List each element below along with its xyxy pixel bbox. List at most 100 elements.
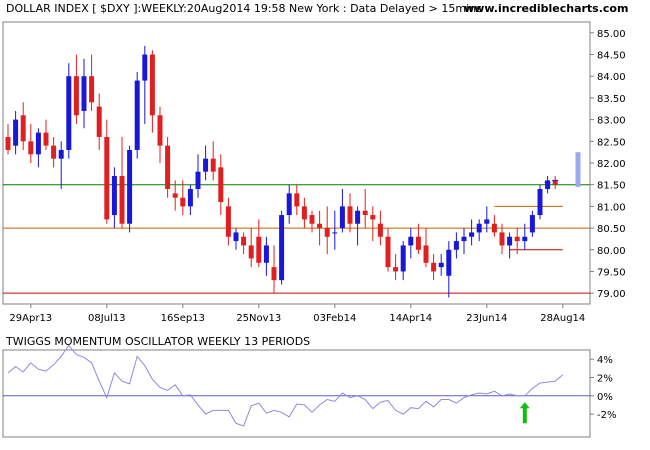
candle-body <box>507 236 513 246</box>
candle-body <box>35 132 41 155</box>
candle-body <box>271 267 277 281</box>
candle-body <box>165 145 171 190</box>
y-tick-label: 81.00 <box>597 202 626 213</box>
y-tick-label: 82.00 <box>597 159 626 170</box>
candle-body <box>233 232 239 242</box>
candle-body <box>339 206 345 229</box>
candle-body <box>157 115 163 146</box>
candle-body <box>58 149 64 159</box>
osc-y-tick-label: 0% <box>597 392 613 403</box>
candle-body <box>423 245 429 263</box>
candle-body <box>469 232 475 237</box>
candle-body <box>43 132 49 146</box>
candle-body <box>332 232 338 234</box>
candle-body <box>545 180 551 190</box>
candle-body <box>210 158 216 172</box>
candle-body <box>317 223 323 229</box>
price-chart-title: DOLLAR INDEX [ $DXY ]:WEEKLY:20Aug2014 1… <box>6 2 482 15</box>
candle-body <box>180 197 186 207</box>
candle-body <box>225 206 231 237</box>
candle-body <box>385 236 391 268</box>
candle-body <box>499 232 505 246</box>
osc-y-tick-label: 2% <box>597 373 613 384</box>
candle-body <box>408 236 414 246</box>
osc-y-tick-label: -2% <box>597 410 616 421</box>
oscillator-title: TWIGGS MOMENTUM OSCILLATOR WEEKLY 13 PER… <box>6 335 311 348</box>
candle-body <box>522 236 528 242</box>
watermark-link[interactable]: www.incrediblecharts.com <box>464 2 629 15</box>
candle-body <box>415 236 421 250</box>
x-tick-label: 29Apr13 <box>9 313 52 324</box>
candle-body <box>81 76 87 111</box>
candle-body <box>51 145 57 159</box>
candle-body <box>89 76 95 103</box>
projection-bar <box>575 152 581 187</box>
oscillator-line <box>7 344 564 427</box>
candle-body <box>96 106 102 137</box>
y-tick-label: 85.00 <box>597 29 626 40</box>
candle-body <box>142 54 148 81</box>
candle-body <box>256 236 262 263</box>
y-tick-label: 80.50 <box>597 224 626 235</box>
candle-body <box>453 241 459 250</box>
x-tick-label: 28Aug14 <box>540 313 585 324</box>
candle-body <box>187 189 193 207</box>
candle-body <box>248 245 254 259</box>
candle-body <box>172 193 178 198</box>
candle-body <box>127 149 133 224</box>
candle-body <box>377 223 383 237</box>
candle-body <box>362 210 368 216</box>
candle-body <box>324 228 330 237</box>
x-tick-label: 25Nov13 <box>236 313 281 324</box>
candle-body <box>20 115 26 142</box>
y-tick-label: 84.00 <box>597 72 626 83</box>
candle-body <box>476 223 482 233</box>
candle-body <box>149 54 155 116</box>
candle-body <box>241 236 247 246</box>
y-tick-label: 84.50 <box>597 51 626 62</box>
candle-body <box>279 215 285 281</box>
y-tick-label: 83.50 <box>597 94 626 105</box>
x-tick-label: 03Feb14 <box>313 313 356 324</box>
candle-body <box>400 245 406 272</box>
candle-body <box>134 80 140 150</box>
candle-body <box>431 262 437 272</box>
candle-body <box>5 136 11 150</box>
oscillator-panel: 4% 2% 0% -2% <box>2 344 616 438</box>
candle-body <box>529 215 535 233</box>
x-tick-label: 08Jul13 <box>88 313 126 324</box>
candle-body <box>104 136 110 220</box>
candle-body <box>203 158 209 172</box>
y-tick-label: 80.00 <box>597 246 626 257</box>
oscillator-panel-frame <box>2 349 591 438</box>
y-tick-label: 79.50 <box>597 267 626 278</box>
osc-y-tick-label: 4% <box>597 355 613 366</box>
candle-body <box>286 193 292 216</box>
candle-body <box>370 215 376 220</box>
x-tick-label: 23Jun14 <box>466 313 507 324</box>
candle-body <box>111 176 117 216</box>
candle-body <box>195 171 201 190</box>
candle-body <box>552 180 558 185</box>
x-tick-label: 14Apr14 <box>389 313 432 324</box>
candle-body <box>537 189 543 216</box>
candle-body <box>119 176 125 224</box>
price-panel: 85.00 84.50 84.00 83.50 83.00 82.50 82.00 81.50… <box>2 21 626 324</box>
y-tick-label: 81.50 <box>597 181 626 192</box>
candle-body <box>73 76 79 116</box>
candle-body <box>13 119 19 146</box>
candle-body <box>438 262 444 268</box>
candle-body <box>461 236 467 242</box>
candle-body <box>263 245 269 263</box>
y-tick-label: 79.00 <box>597 289 626 300</box>
candle-body <box>28 141 34 155</box>
candle-body <box>393 267 399 272</box>
candle-body <box>294 193 300 207</box>
candle-body <box>491 223 497 233</box>
candle-body <box>355 210 361 224</box>
y-tick-label: 83.00 <box>597 116 626 127</box>
buy-signal-arrow-icon <box>519 402 530 424</box>
candle-body <box>66 76 72 150</box>
